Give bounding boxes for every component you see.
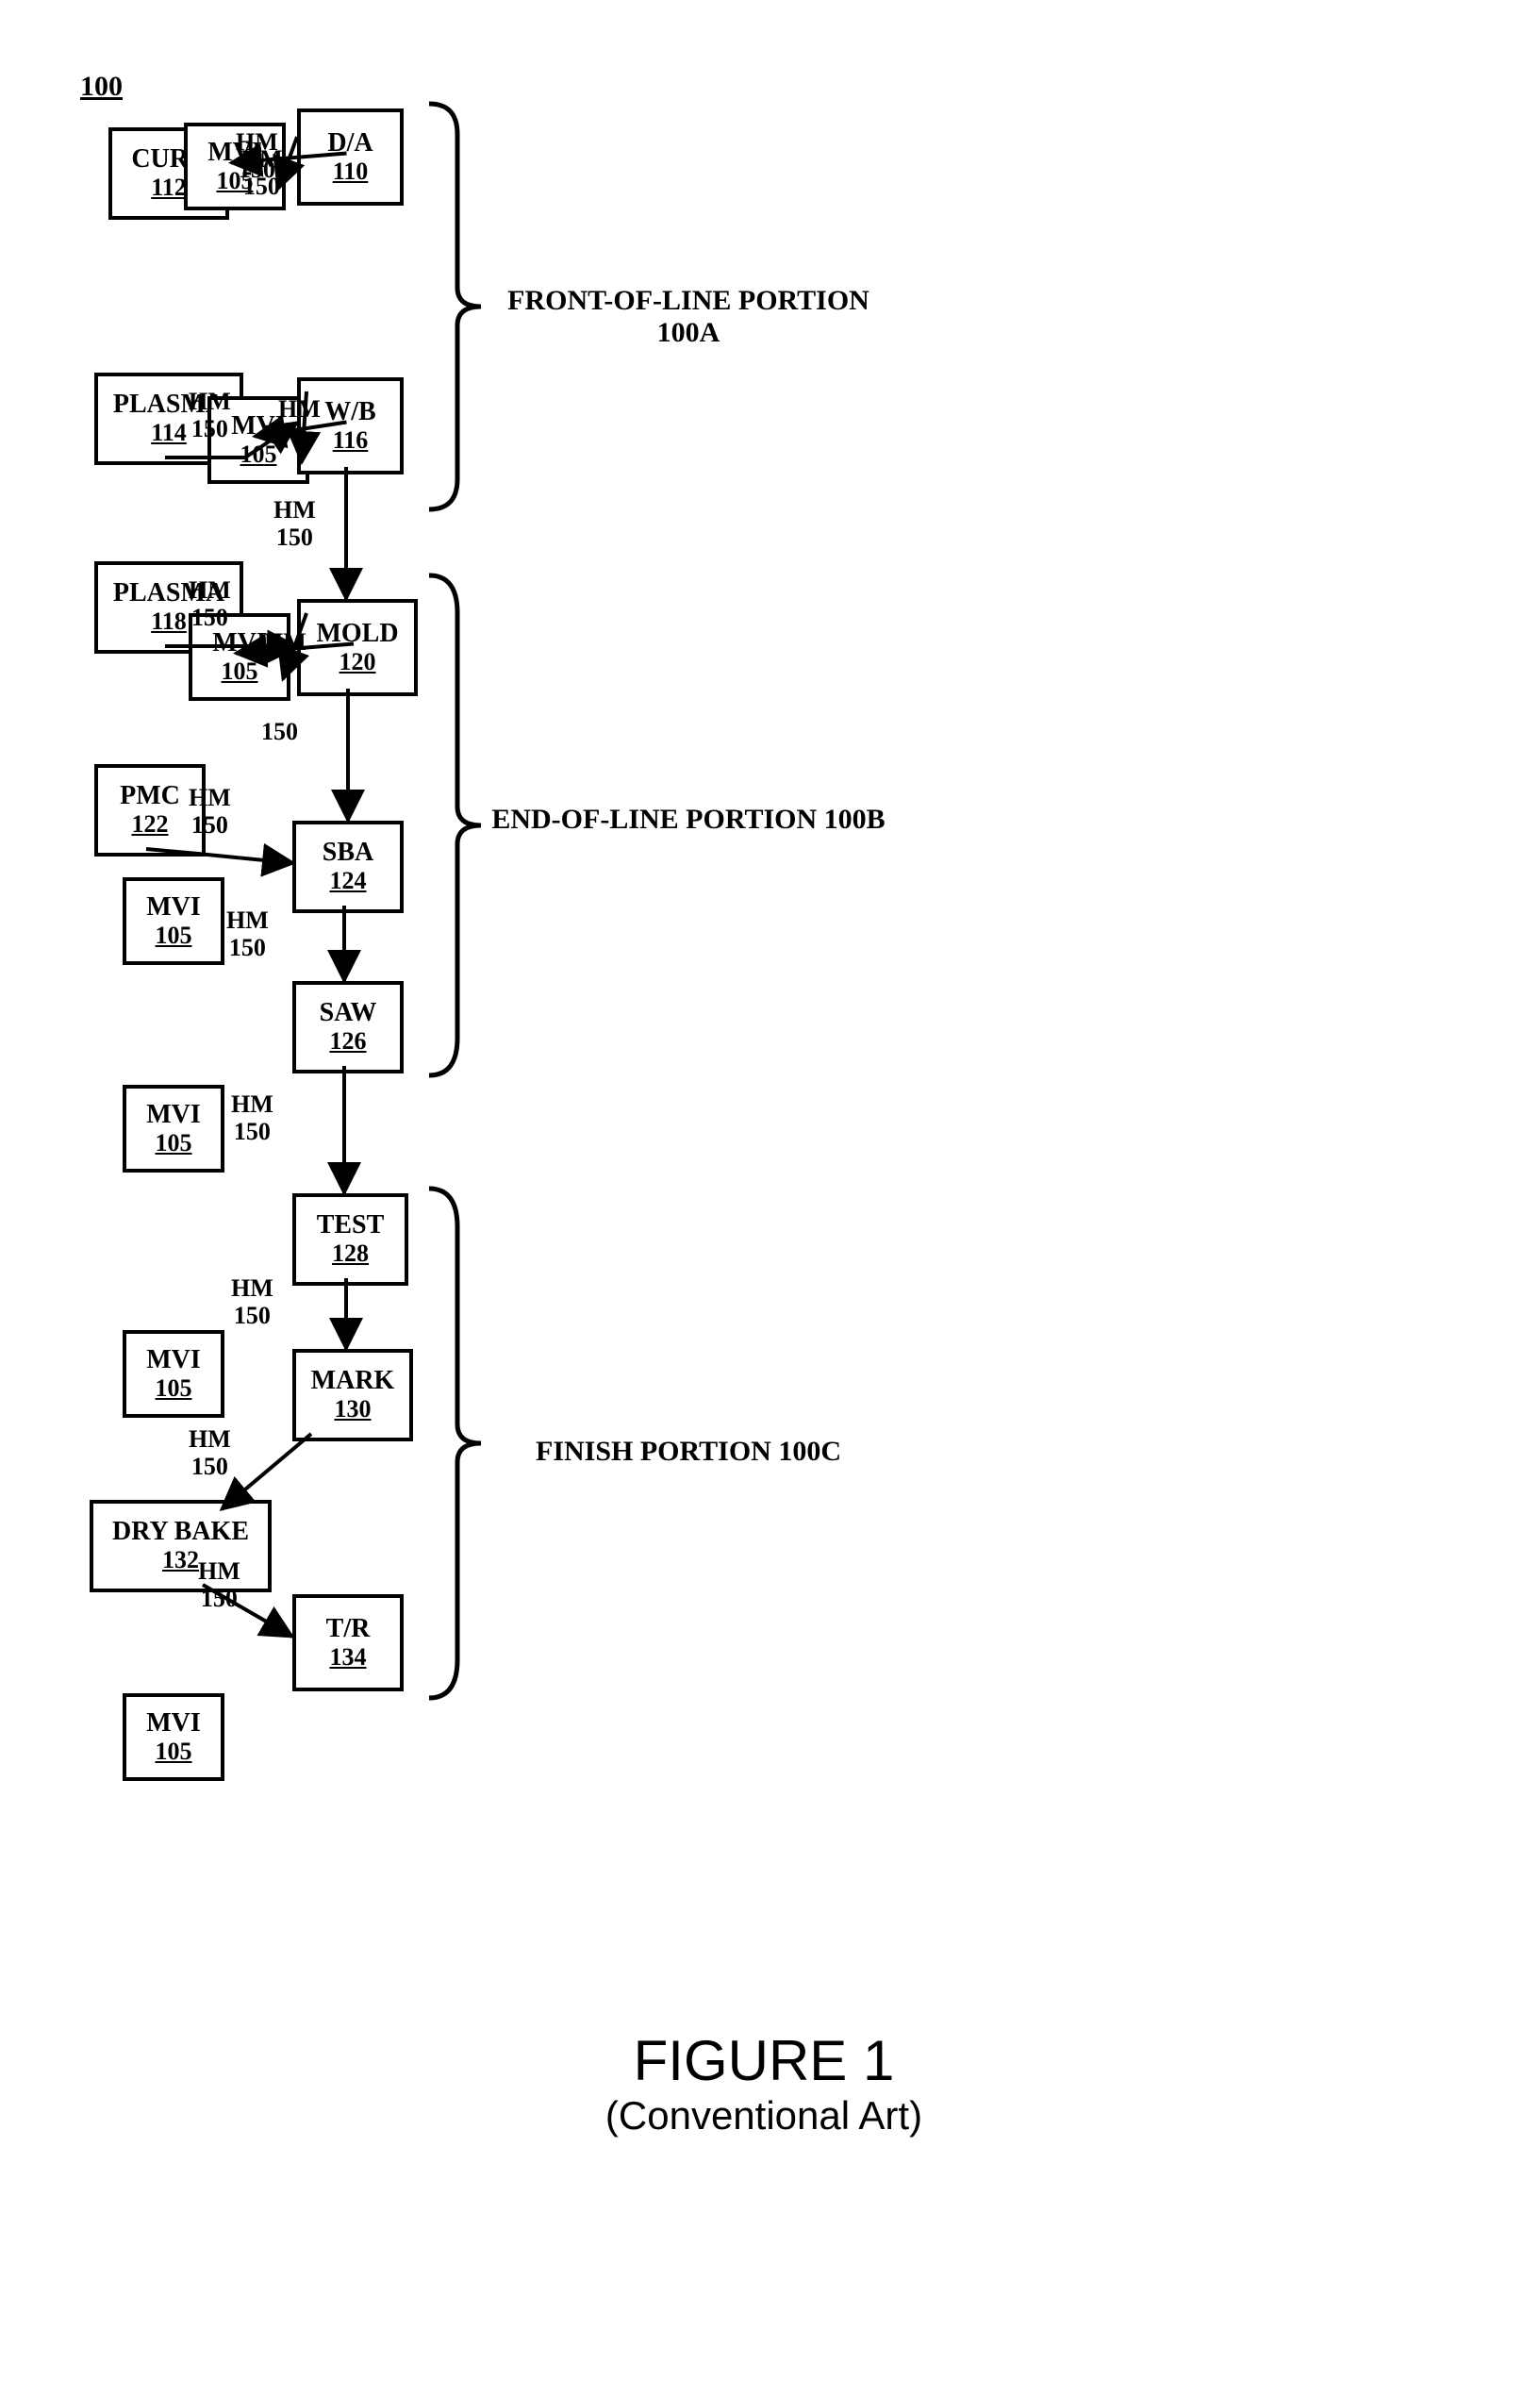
box-label: T/R: [326, 1615, 371, 1644]
box-label: SAW: [320, 999, 377, 1028]
box-number: 105: [240, 441, 277, 469]
edge-label: HM150: [189, 389, 231, 442]
box-number: 105: [156, 1739, 192, 1766]
box-mvi-d: MVI105: [123, 877, 224, 965]
box-number: 112: [151, 175, 187, 202]
brace-fin: [420, 1189, 486, 1698]
box-number: 132: [162, 1547, 199, 1574]
box-wb: W/B116: [297, 377, 404, 474]
edge-label: 150: [261, 719, 298, 746]
box-label: MVI: [146, 1101, 201, 1130]
section-label-fin: FINISH PORTION 100C: [490, 1436, 886, 1468]
box-number: 128: [332, 1240, 369, 1268]
figure-subtitle-text: (Conventional Art): [519, 2093, 1009, 2138]
box-drybake: DRY BAKE132: [90, 1500, 272, 1592]
box-label: MVI: [146, 1709, 201, 1739]
brace-eol: [420, 575, 486, 1075]
box-label: DRY BAKE: [112, 1518, 249, 1547]
edge-label: HM150: [198, 1558, 240, 1612]
box-test: TEST128: [292, 1193, 408, 1286]
box-mvi-e: MVI105: [123, 1085, 224, 1173]
box-number: 110: [333, 158, 369, 186]
box-number: 105: [156, 1375, 192, 1403]
edge-label: HM: [278, 396, 321, 424]
box-number: 114: [151, 420, 187, 447]
edge-label: HM150: [189, 1426, 231, 1480]
box-label: SBA: [323, 839, 373, 868]
box-number: 105: [156, 1130, 192, 1157]
box-mvi-g: MVI105: [123, 1693, 224, 1781]
box-label: PMC: [120, 782, 180, 811]
box-number: 122: [132, 811, 169, 839]
figure-title-text: FIGURE 1: [519, 2028, 1009, 2093]
box-number: 116: [333, 427, 369, 455]
edge-label: HM150: [240, 146, 283, 200]
box-number: 130: [335, 1396, 372, 1423]
section-label-eol: END-OF-LINE PORTION 100B: [490, 804, 886, 836]
edge-label: HM150: [189, 577, 231, 631]
box-label: MOLD: [316, 620, 398, 649]
box-label: MVI: [212, 629, 267, 658]
box-number: 120: [339, 649, 376, 676]
edge-label: HM150: [231, 1091, 273, 1145]
box-saw: SAW126: [292, 981, 404, 1073]
box-label: MVI: [146, 893, 201, 923]
box-label: MVI: [146, 1346, 201, 1375]
box-mark: MARK130: [292, 1349, 413, 1441]
section-label-fol: FRONT-OF-LINE PORTION 100A: [490, 285, 886, 349]
box-mvi-f: MVI105: [123, 1330, 224, 1418]
box-label: D/A: [327, 129, 373, 158]
edge-label: HM150: [231, 1275, 273, 1329]
edge-label: HM: [264, 629, 306, 657]
box-number: 126: [330, 1028, 367, 1056]
box-number: 134: [330, 1644, 367, 1672]
box-mold: MOLD120: [297, 599, 418, 696]
box-number: 105: [222, 658, 258, 686]
box-sba: SBA124: [292, 821, 404, 913]
box-da: D/A110: [297, 108, 404, 206]
edge-label: HM150: [273, 497, 316, 551]
edge-mark-to-drybake: [222, 1434, 311, 1509]
box-number: 105: [156, 923, 192, 950]
box-tr: T/R134: [292, 1594, 404, 1691]
box-number: 124: [330, 868, 367, 895]
brace-fol: [420, 104, 486, 509]
figure-ref: 100: [80, 71, 123, 103]
box-number: 118: [151, 608, 187, 636]
figure-title: FIGURE 1 (Conventional Art): [519, 2028, 1009, 2138]
box-label: TEST: [317, 1211, 385, 1240]
box-label: MARK: [311, 1367, 395, 1396]
box-label: W/B: [324, 398, 375, 427]
edge-label: HM150: [226, 907, 269, 961]
edge-label: HM150: [189, 785, 231, 839]
